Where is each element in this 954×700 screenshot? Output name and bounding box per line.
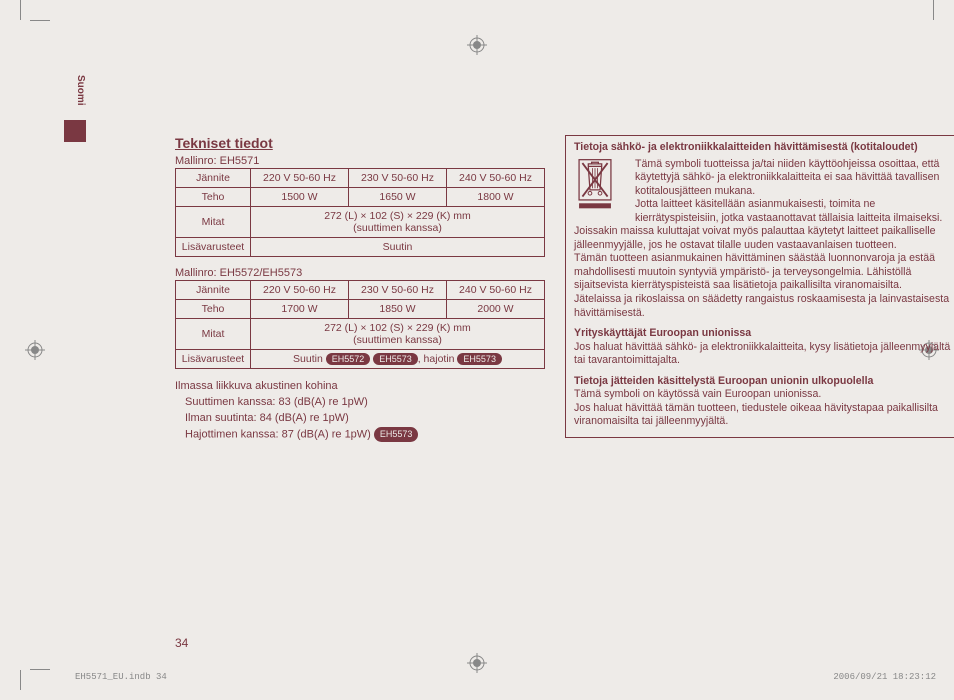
registration-mark xyxy=(467,653,487,673)
model-pill: EH5573 xyxy=(457,353,502,365)
info-p1: Tämä symboli tuotteissa ja/tai niiden kä… xyxy=(635,158,939,197)
info-p5: Tämä symboli on käytössä vain Euroopan u… xyxy=(574,388,951,402)
row-voltage: Jännite xyxy=(176,169,251,188)
registration-mark xyxy=(467,35,487,55)
footer-timestamp: 2006/09/21 18:23:12 xyxy=(833,672,936,682)
info-p2: Jotta laitteet käsitellään asianmukaises… xyxy=(574,198,942,251)
dim-cell: 272 (L) × 102 (S) × 229 (K) mm(suuttimen… xyxy=(251,207,545,238)
info-p6: Jos haluat hävittää tämän tuotteen, tied… xyxy=(574,402,951,429)
row-dim: Mitat xyxy=(176,319,251,350)
info-sub1: Yrityskäyttäjät Euroopan unionissa xyxy=(574,327,951,341)
row-power: Teho xyxy=(176,300,251,319)
row-acc: Lisävarusteet xyxy=(176,238,251,257)
footer-file: EH5571_EU.indb 34 xyxy=(75,672,167,682)
weee-icon-wrap xyxy=(574,158,629,215)
model-label-2: Mallinro: EH5572/EH5573 xyxy=(175,267,545,279)
noise-block: Ilmassa liikkuva akustinen kohina Suutti… xyxy=(175,379,545,443)
model-label-1: Mallinro: EH5571 xyxy=(175,155,545,167)
print-footer: EH5571_EU.indb 34 2006/09/21 18:23:12 xyxy=(75,672,936,682)
row-voltage: Jännite xyxy=(176,281,251,300)
model-pill: EH5573 xyxy=(373,353,418,365)
page-number: 34 xyxy=(175,636,188,650)
acc-cell: Suutin EH5572 EH5573, hajotin EH5573 xyxy=(251,350,545,369)
spec-table-1: Jännite220 V 50-60 Hz230 V 50-60 Hz240 V… xyxy=(175,168,545,257)
weee-icon xyxy=(574,158,616,210)
row-acc: Lisävarusteet xyxy=(176,350,251,369)
dim-cell: 272 (L) × 102 (S) × 229 (K) mm(suuttimen… xyxy=(251,319,545,350)
disposal-info-box: Tietoja sähkö- ja elektroniikkalaitteide… xyxy=(565,135,954,438)
model-pill: EH5572 xyxy=(326,353,371,365)
model-pill: EH5573 xyxy=(374,427,419,442)
row-dim: Mitat xyxy=(176,207,251,238)
info-title: Tietoja sähkö- ja elektroniikkalaitteide… xyxy=(574,141,951,155)
info-p3: Tämän tuotteen asianmukainen hävittämine… xyxy=(574,252,949,318)
spec-table-2: Jännite220 V 50-60 Hz230 V 50-60 Hz240 V… xyxy=(175,280,545,369)
registration-mark xyxy=(25,340,45,360)
section-title: Tekniset tiedot xyxy=(175,135,545,151)
row-power: Teho xyxy=(176,188,251,207)
info-sub2: Tietoja jätteiden käsittelystä Euroopan … xyxy=(574,375,951,389)
info-p4: Jos haluat hävittää sähkö- ja elektronii… xyxy=(574,341,951,368)
